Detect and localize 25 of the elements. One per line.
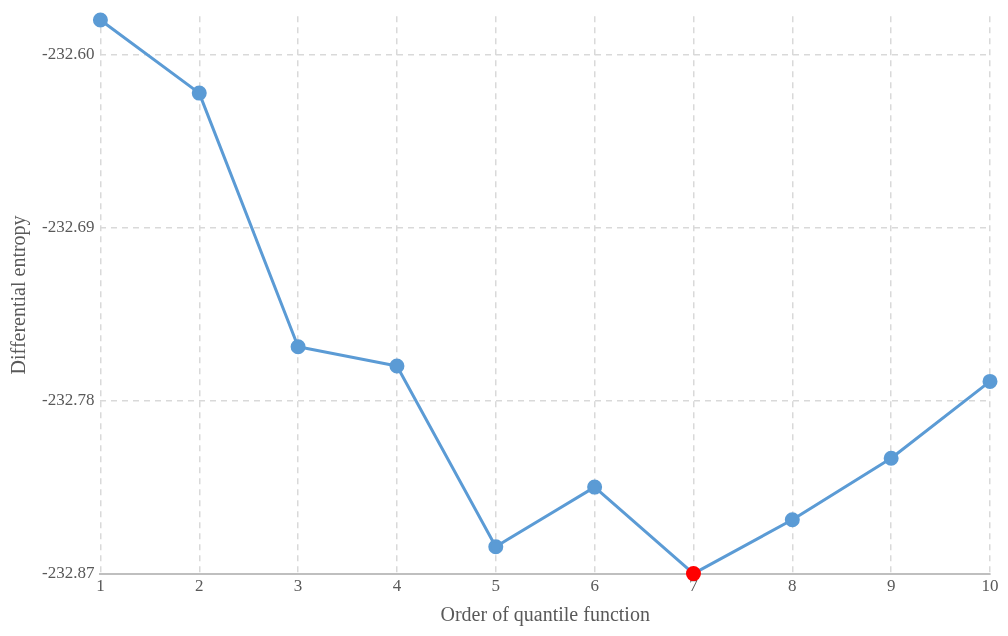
x-tick-label: 6 bbox=[590, 576, 599, 596]
x-tick-label: 2 bbox=[195, 576, 204, 596]
y-tick-label: -232.69 bbox=[41, 217, 95, 237]
point bbox=[784, 512, 800, 528]
point bbox=[685, 566, 701, 582]
point bbox=[982, 373, 998, 389]
point bbox=[290, 339, 306, 355]
x-tick-label: 4 bbox=[392, 576, 402, 596]
x-tick-label: 5 bbox=[491, 576, 501, 596]
x-tick-label: 10 bbox=[981, 576, 999, 596]
x-tick-label: 3 bbox=[293, 576, 303, 596]
y-tick-label: -232.60 bbox=[41, 44, 95, 64]
point bbox=[92, 12, 108, 28]
point bbox=[883, 450, 899, 466]
point bbox=[488, 539, 504, 555]
x-axis-title: Order of quantile function bbox=[440, 603, 650, 627]
x-tick-label: 1 bbox=[96, 576, 105, 596]
point bbox=[191, 85, 207, 101]
point bbox=[587, 479, 603, 495]
x-tick-label: 9 bbox=[886, 576, 896, 596]
y-tick-label: -232.78 bbox=[41, 390, 95, 410]
y-tick-label: -232.87 bbox=[41, 563, 95, 583]
y-axis-title: Differential entropy bbox=[7, 215, 31, 375]
x-tick-label: 8 bbox=[788, 576, 797, 596]
point bbox=[389, 358, 405, 374]
